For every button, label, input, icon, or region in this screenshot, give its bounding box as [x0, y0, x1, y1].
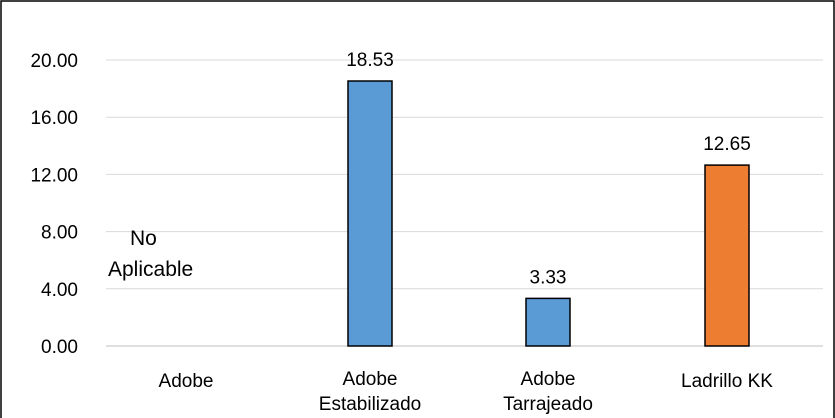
y-tick-label: 20.00 — [30, 51, 78, 72]
bar — [347, 80, 393, 347]
bars — [347, 80, 750, 347]
x-category-label: Ladrillo KK — [681, 371, 773, 392]
y-tick-label: 4.00 — [41, 280, 78, 301]
not-applicable-note: No Aplicable — [108, 227, 193, 281]
y-axis-ticks: 0.00 4.00 8.00 12.00 16.00 20.00 — [30, 51, 78, 358]
x-axis-categories: Adobe Adobe Estabilizado Adobe Tarrajeado Lad… — [159, 369, 774, 415]
data-label: 3.33 — [530, 267, 567, 288]
y-tick-label: 0.00 — [41, 337, 78, 358]
not-applicable-line-1: No — [130, 227, 157, 250]
not-applicable-line-2: Aplicable — [108, 258, 193, 281]
y-tick-label: 12.00 — [30, 165, 78, 186]
y-tick-label: 16.00 — [30, 108, 78, 129]
bar — [704, 164, 750, 347]
gridlines — [106, 59, 823, 347]
data-label: 18.53 — [346, 50, 394, 71]
x-category-label: Adobe Estabilizado — [319, 369, 421, 415]
data-labels: 18.53 3.33 12.65 — [346, 50, 751, 288]
x-category-label: Adobe — [159, 371, 214, 392]
y-tick-label: 8.00 — [41, 223, 78, 244]
bar — [525, 297, 571, 347]
data-label: 12.65 — [703, 134, 751, 155]
x-category-label: Adobe Tarrajeado — [503, 369, 593, 415]
